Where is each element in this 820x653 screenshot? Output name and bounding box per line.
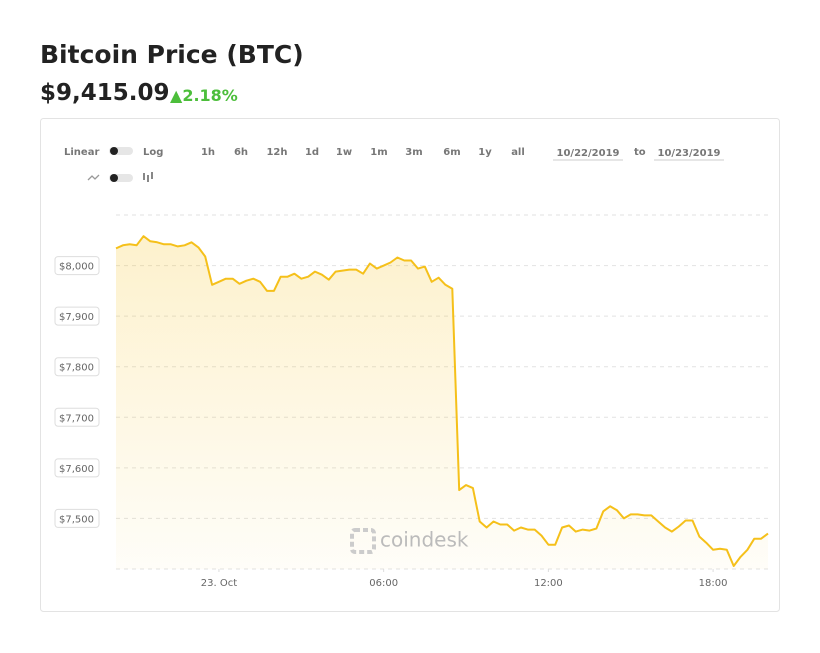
- range-button[interactable]: 1w: [336, 147, 352, 158]
- y-tick-label: $7,500: [59, 514, 94, 525]
- price: $9,415.09: [40, 80, 170, 106]
- range-button[interactable]: 1y: [478, 147, 492, 158]
- range-button[interactable]: 3m: [405, 147, 422, 158]
- x-tick-label: 12:00: [534, 578, 563, 589]
- watermark-text: coindesk: [380, 528, 469, 552]
- y-tick-box: [54, 508, 100, 528]
- y-tick-box: [54, 407, 100, 427]
- range-button[interactable]: 6h: [234, 147, 248, 158]
- date-to-label: to: [634, 147, 646, 158]
- range-button[interactable]: 6m: [443, 147, 460, 158]
- y-tick-box: [54, 357, 100, 377]
- toggle-knob: [110, 147, 118, 155]
- y-tick-label: $7,600: [59, 464, 94, 475]
- scale-linear[interactable]: Linear: [64, 147, 99, 158]
- y-tick-box: [54, 256, 100, 276]
- card: [40, 118, 780, 612]
- watermark-logo: [350, 528, 376, 554]
- range-button[interactable]: 12h: [266, 147, 287, 158]
- date-to[interactable]: 10/23/2019: [658, 148, 721, 159]
- range-button[interactable]: 1h: [201, 147, 215, 158]
- x-tick-label: 06:00: [369, 578, 398, 589]
- x-tick-label: 18:00: [699, 578, 728, 589]
- range-button[interactable]: all: [511, 147, 525, 158]
- toggle-knob: [110, 174, 118, 182]
- y-tick-label: $7,800: [59, 363, 94, 374]
- y-tick-label: $8,000: [59, 262, 94, 273]
- range-button[interactable]: 1d: [305, 147, 319, 158]
- change-value: 2.18%: [182, 86, 238, 105]
- range-button[interactable]: 1m: [370, 147, 387, 158]
- line-icon: [87, 174, 100, 181]
- y-tick-label: $7,700: [59, 413, 94, 424]
- watermark: coindesk: [350, 528, 469, 554]
- y-tick-box: [54, 306, 100, 326]
- candle-icon: [143, 172, 153, 182]
- title: Bitcoin Price (BTC): [40, 40, 304, 69]
- y-tick-label: $7,900: [59, 312, 94, 323]
- x-tick-label: 23. Oct: [201, 578, 237, 589]
- price-line: [115, 235, 769, 567]
- y-tick-box: [54, 458, 100, 478]
- area: [116, 236, 768, 569]
- price-change: ▲2.18%: [170, 86, 238, 105]
- scale-log[interactable]: Log: [143, 147, 163, 158]
- date-from[interactable]: 10/22/2019: [557, 148, 620, 159]
